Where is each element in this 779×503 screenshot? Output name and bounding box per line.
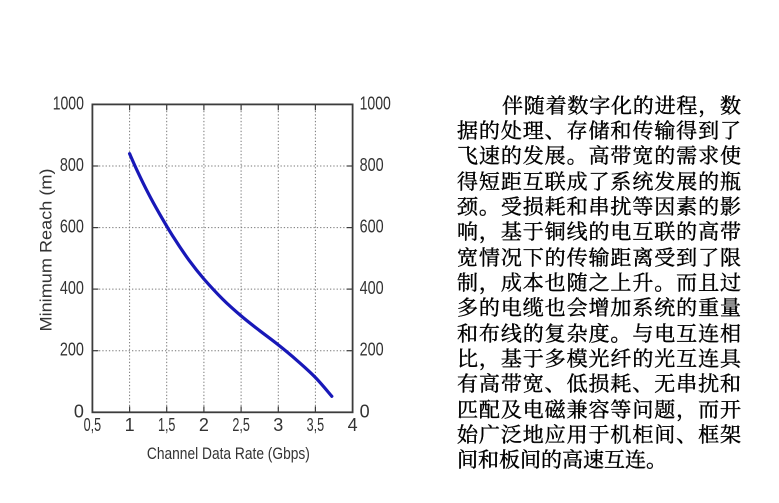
svg-text:1000: 1000	[360, 93, 391, 113]
svg-text:0: 0	[74, 401, 84, 421]
svg-text:800: 800	[360, 155, 384, 175]
svg-text:200: 200	[60, 340, 84, 360]
svg-text:0,5: 0,5	[84, 415, 102, 435]
svg-text:0: 0	[360, 401, 370, 421]
svg-text:400: 400	[60, 278, 84, 298]
svg-text:4: 4	[348, 415, 358, 435]
svg-text:1: 1	[125, 415, 135, 435]
svg-text:400: 400	[360, 278, 384, 298]
svg-text:3: 3	[273, 415, 283, 435]
svg-text:Channel Data Rate (Gbps): Channel Data Rate (Gbps)	[147, 444, 310, 463]
svg-text:3,5: 3,5	[307, 415, 325, 435]
svg-text:1,5: 1,5	[158, 415, 176, 435]
svg-text:Minimum Reach (m): Minimum Reach (m)	[37, 169, 56, 332]
svg-text:800: 800	[60, 155, 84, 175]
svg-text:2: 2	[199, 415, 209, 435]
svg-text:200: 200	[360, 340, 384, 360]
svg-text:2,5: 2,5	[232, 415, 250, 435]
svg-text:1000: 1000	[53, 93, 84, 113]
svg-text:600: 600	[360, 217, 384, 237]
svg-text:600: 600	[60, 217, 84, 237]
